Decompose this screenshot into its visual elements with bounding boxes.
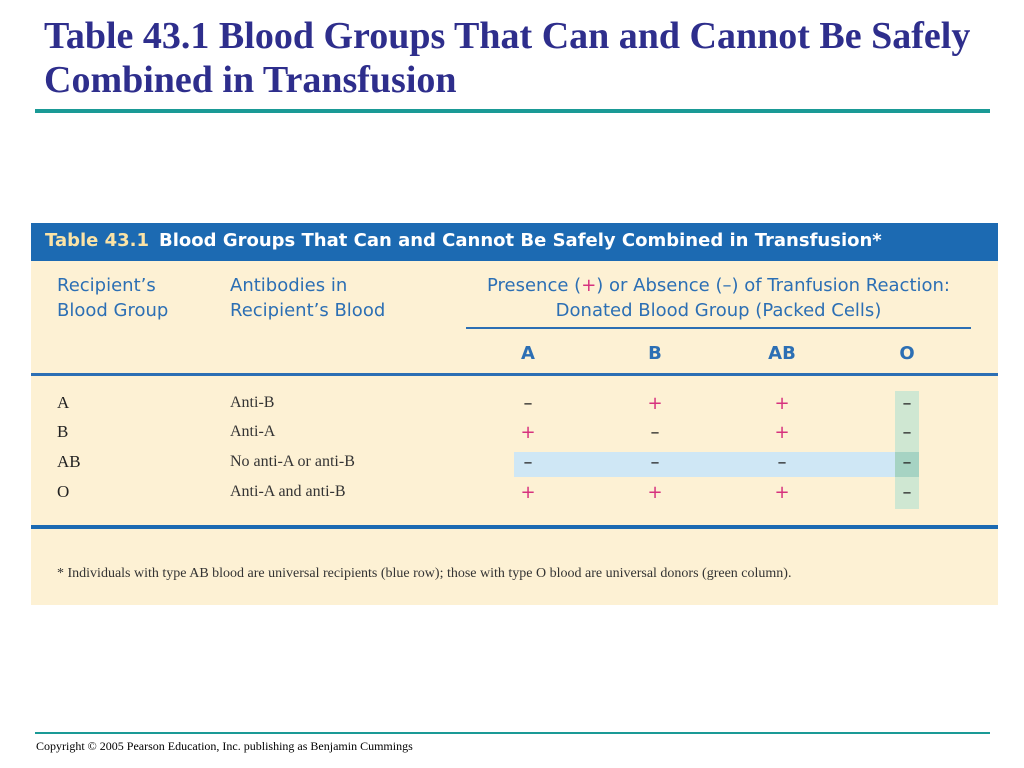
header-presence-line1: Presence (+) or Absence (–) of Tranfusio…	[461, 273, 976, 298]
header-subrule	[466, 327, 971, 329]
antibodies-cell: Anti-B	[230, 394, 275, 411]
reaction-cell: –	[902, 422, 912, 443]
table-bottom-divider	[31, 525, 998, 529]
table-caption: Table 43.1 Blood Groups That Can and Cann…	[45, 230, 882, 251]
reaction-cell: –	[650, 452, 660, 473]
reaction-cell: +	[774, 393, 790, 414]
header-antibodies: Antibodies in Recipient’s Blood	[230, 273, 385, 323]
recipient-group-cell: A	[57, 393, 70, 412]
header-recipient-line1: Recipient’s	[57, 275, 156, 296]
reaction-cell: –	[902, 452, 912, 473]
header-antibodies-line1: Antibodies in	[230, 275, 348, 296]
header-presence-absence: Presence (+) or Absence (–) of Tranfusio…	[461, 273, 976, 323]
column-header-b: B	[648, 343, 662, 364]
reaction-cell: +	[520, 422, 536, 443]
header-presence-line2: Donated Blood Group (Packed Cells)	[555, 300, 882, 321]
header-divider	[31, 373, 998, 376]
antibodies-cell: No anti-A or anti-B	[230, 453, 355, 470]
reaction-cell: –	[523, 393, 533, 414]
reaction-cell: +	[647, 482, 663, 503]
header-recipient-line2: Blood Group	[57, 300, 169, 321]
reaction-cell: +	[647, 393, 663, 414]
reaction-cell: +	[520, 482, 536, 503]
table-banner: Table 43.1 Blood Groups That Can and Cann…	[31, 223, 998, 261]
table-figure: Table 43.1 Blood Groups That Can and Cann…	[31, 223, 998, 605]
slide-title: Table 43.1 Blood Groups That Can and Can…	[44, 15, 971, 101]
antibodies-cell: Anti-A	[230, 423, 276, 440]
header-presence-text-b: ) or Absence (–) of Tranfusion Reaction:	[596, 275, 950, 296]
table-row-ab: AB No anti-A or anti-B – – – –	[31, 450, 998, 479]
recipient-group-cell: AB	[57, 452, 81, 471]
column-header-ab: AB	[768, 343, 796, 364]
footer-divider	[35, 732, 990, 734]
reaction-cell: –	[777, 452, 787, 473]
copyright-notice: Copyright © 2005 Pearson Education, Inc.…	[36, 739, 413, 753]
table-number: Table 43.1	[45, 230, 150, 251]
reaction-cell: –	[902, 482, 912, 503]
recipient-group-cell: B	[57, 422, 69, 441]
table-row-a: A Anti-B – + + –	[31, 391, 998, 420]
header-plus-symbol: +	[581, 275, 597, 296]
table-caption-text: Blood Groups That Can and Cannot Be Safe…	[159, 230, 882, 251]
universal-donor-column-highlight	[895, 391, 919, 509]
header-presence-text-a: Presence (	[486, 275, 582, 296]
reaction-cell: –	[650, 422, 660, 443]
column-header-a: A	[521, 343, 535, 364]
reaction-cell: +	[774, 482, 790, 503]
ab-o-cell-highlight	[895, 452, 919, 477]
title-divider	[35, 109, 990, 113]
recipient-group-cell: O	[57, 482, 70, 501]
column-header-o: O	[899, 343, 915, 364]
table-row-b: B Anti-A + – + –	[31, 420, 998, 449]
reaction-cell: –	[902, 393, 912, 414]
table-row-o: O Anti-A and anti-B + + + –	[31, 480, 998, 509]
header-antibodies-line2: Recipient’s Blood	[230, 300, 386, 321]
table-footnote: * Individuals with type AB blood are uni…	[57, 566, 792, 581]
reaction-cell: +	[774, 422, 790, 443]
header-recipient-group: Recipient’s Blood Group	[57, 273, 168, 323]
reaction-cell: –	[523, 452, 533, 473]
universal-recipient-row-highlight	[514, 452, 919, 477]
antibodies-cell: Anti-A and anti-B	[230, 483, 346, 500]
